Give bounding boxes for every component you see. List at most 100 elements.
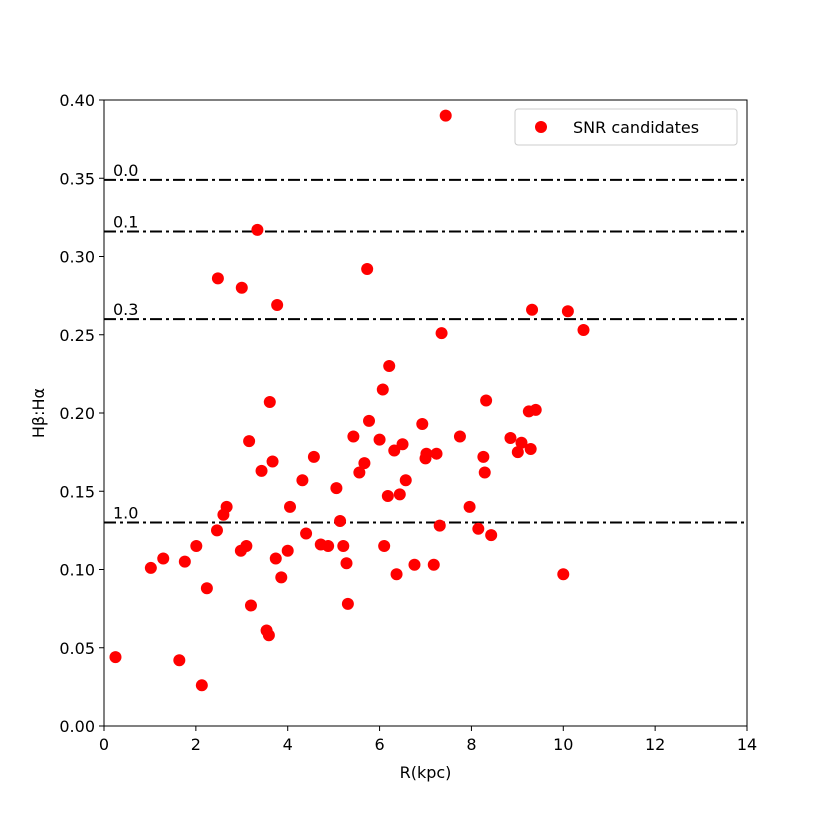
data-point (511, 446, 524, 459)
data-point (210, 524, 223, 537)
x-tick-label: 0 (99, 735, 109, 754)
data-point (390, 568, 403, 581)
data-point (416, 417, 429, 430)
legend-box (514, 108, 738, 146)
data-point (361, 263, 374, 276)
data-point (504, 432, 517, 445)
data-point (300, 527, 313, 540)
legend-label-snr-candidates: SNR candidates (573, 118, 699, 137)
data-point (353, 466, 366, 479)
data-point (347, 430, 360, 443)
data-point (262, 629, 275, 642)
data-point (220, 500, 233, 513)
data-point (178, 555, 191, 568)
x-tick-label: 4 (283, 735, 293, 754)
data-point (463, 500, 476, 513)
data-point (334, 514, 347, 527)
y-tick-label: 0.00 (59, 717, 95, 736)
data-point (383, 360, 396, 373)
data-point (363, 414, 376, 427)
legend-marker (535, 121, 547, 133)
data-point (358, 457, 371, 470)
data-point (275, 571, 288, 584)
x-tick-label: 8 (466, 735, 476, 754)
reference-lines: 0.0 0.1 0.3 1.0 (104, 161, 747, 524)
data-point (200, 582, 213, 595)
data-point (399, 474, 412, 487)
data-point (271, 299, 284, 312)
data-point (255, 464, 268, 477)
y-tick-label: 0.30 (59, 248, 95, 267)
x-tick-label: 6 (374, 735, 384, 754)
data-point (284, 500, 297, 513)
reference-line-label: 0.3 (113, 300, 138, 319)
data-point (515, 436, 528, 449)
data-point (524, 442, 537, 455)
data-point (296, 474, 309, 487)
y-tick-label: 0.10 (59, 561, 95, 580)
x-axis-label: R(kpc) (400, 763, 452, 782)
data-point (427, 558, 440, 571)
legend: SNR candidates (514, 108, 738, 146)
data-point (433, 519, 446, 532)
reference-line-label: 0.0 (113, 161, 138, 180)
data-point (526, 303, 539, 316)
data-points (109, 109, 590, 692)
data-point (307, 450, 320, 463)
data-point (408, 558, 421, 571)
data-point (480, 394, 493, 407)
data-point (577, 324, 590, 337)
data-point (453, 430, 466, 443)
data-point (109, 651, 122, 664)
y-tick-label: 0.20 (59, 404, 95, 423)
y-axis-label: Hβ:Hα (29, 388, 48, 438)
data-point (190, 540, 203, 553)
data-point (322, 540, 335, 553)
data-point (244, 599, 257, 612)
data-point (337, 540, 350, 553)
data-point (485, 529, 498, 542)
x-axis: 0 2 4 6 8 10 12 14 (99, 726, 757, 754)
data-point (240, 540, 253, 553)
data-point (376, 383, 389, 396)
data-point (478, 466, 491, 479)
x-tick-label: 14 (737, 735, 757, 754)
data-point (396, 438, 409, 451)
data-point (561, 305, 574, 318)
data-point (378, 540, 391, 553)
data-point (557, 568, 570, 581)
reference-line-label: 1.0 (113, 504, 138, 523)
x-tick-label: 2 (191, 735, 201, 754)
y-axis: 0.00 0.05 0.10 0.15 0.20 0.25 0.30 0.35 0.40 (59, 91, 104, 736)
data-point (330, 482, 343, 495)
y-tick-label: 0.15 (59, 482, 95, 501)
x-tick-label: 12 (645, 735, 665, 754)
data-point (388, 444, 401, 457)
data-point (430, 447, 443, 460)
data-point (340, 557, 353, 570)
y-tick-label: 0.40 (59, 91, 95, 110)
data-point (281, 544, 294, 557)
data-point (211, 272, 224, 285)
data-point (243, 435, 256, 448)
y-tick-label: 0.05 (59, 639, 95, 658)
data-point (341, 597, 354, 610)
data-point (157, 552, 170, 565)
data-point (373, 433, 386, 446)
data-point (235, 281, 248, 294)
y-tick-label: 0.25 (59, 326, 95, 345)
data-point (381, 489, 394, 502)
data-point (477, 450, 490, 463)
data-point (420, 447, 433, 460)
data-point (269, 552, 282, 565)
data-point (173, 654, 186, 667)
data-point (529, 403, 542, 416)
reference-line-label: 0.1 (113, 212, 138, 231)
data-point (266, 455, 279, 468)
data-point (472, 522, 485, 535)
data-point (144, 561, 157, 574)
data-point (435, 327, 448, 340)
data-point (251, 223, 264, 236)
data-point (439, 109, 452, 122)
